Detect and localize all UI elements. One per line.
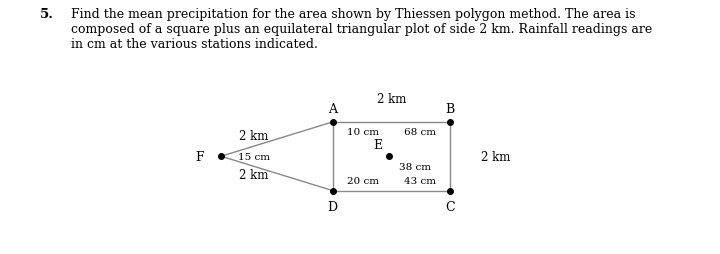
Text: 38 cm: 38 cm — [399, 162, 431, 171]
Text: C: C — [445, 200, 455, 213]
Text: A: A — [328, 102, 337, 115]
Text: 5.: 5. — [40, 8, 53, 21]
Text: B: B — [445, 102, 454, 115]
Text: 68 cm: 68 cm — [404, 128, 436, 137]
Text: 2 km: 2 km — [239, 169, 269, 182]
Text: 2 km: 2 km — [239, 130, 269, 142]
Text: 2 km: 2 km — [377, 93, 406, 106]
Text: 20 cm: 20 cm — [347, 177, 379, 186]
Text: F: F — [196, 150, 204, 163]
Text: D: D — [328, 200, 338, 213]
Text: 15 cm: 15 cm — [238, 152, 270, 161]
Text: Find the mean precipitation for the area shown by Thiessen polygon method. The a: Find the mean precipitation for the area… — [71, 8, 652, 51]
Text: E: E — [373, 138, 382, 151]
Text: 10 cm: 10 cm — [347, 128, 379, 137]
Text: 2 km: 2 km — [481, 150, 510, 163]
Text: 43 cm: 43 cm — [404, 177, 436, 186]
